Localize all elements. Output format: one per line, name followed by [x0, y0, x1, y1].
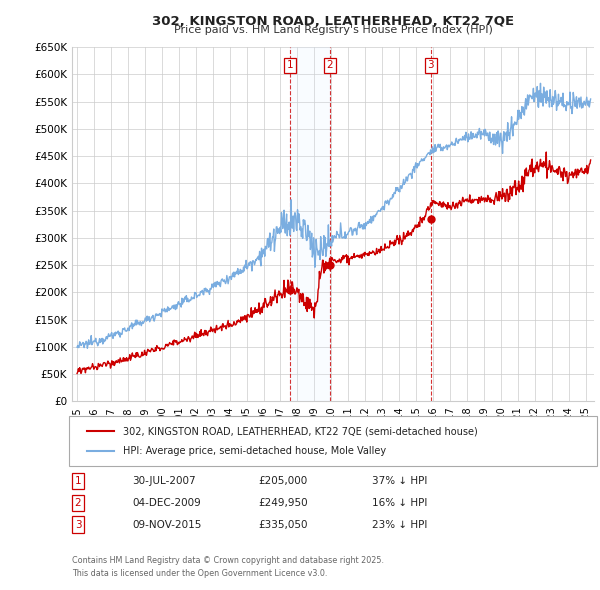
Text: 3: 3	[74, 520, 82, 529]
Text: HPI: Average price, semi-detached house, Mole Valley: HPI: Average price, semi-detached house,…	[123, 446, 386, 455]
Text: 302, KINGSTON ROAD, LEATHERHEAD, KT22 7QE: 302, KINGSTON ROAD, LEATHERHEAD, KT22 7Q…	[152, 15, 514, 28]
Text: £335,050: £335,050	[258, 520, 308, 529]
Text: 1: 1	[287, 60, 293, 70]
Text: 302, KINGSTON ROAD, LEATHERHEAD, KT22 7QE (semi-detached house): 302, KINGSTON ROAD, LEATHERHEAD, KT22 7Q…	[123, 427, 478, 436]
Text: 2: 2	[74, 498, 82, 507]
Bar	[290, 47, 330, 401]
Text: 16% ↓ HPI: 16% ↓ HPI	[372, 498, 427, 507]
Text: Price paid vs. HM Land Registry's House Price Index (HPI): Price paid vs. HM Land Registry's House …	[173, 25, 493, 35]
Text: 30-JUL-2007: 30-JUL-2007	[132, 476, 196, 486]
Text: 09-NOV-2015: 09-NOV-2015	[132, 520, 202, 529]
Text: £249,950: £249,950	[258, 498, 308, 507]
Text: This data is licensed under the Open Government Licence v3.0.: This data is licensed under the Open Gov…	[72, 569, 328, 578]
Text: 1: 1	[74, 476, 82, 486]
Text: 3: 3	[427, 60, 434, 70]
Text: £205,000: £205,000	[258, 476, 307, 486]
Text: 04-DEC-2009: 04-DEC-2009	[132, 498, 201, 507]
Text: Contains HM Land Registry data © Crown copyright and database right 2025.: Contains HM Land Registry data © Crown c…	[72, 556, 384, 565]
Text: 2: 2	[326, 60, 333, 70]
Text: 23% ↓ HPI: 23% ↓ HPI	[372, 520, 427, 529]
Text: 37% ↓ HPI: 37% ↓ HPI	[372, 476, 427, 486]
